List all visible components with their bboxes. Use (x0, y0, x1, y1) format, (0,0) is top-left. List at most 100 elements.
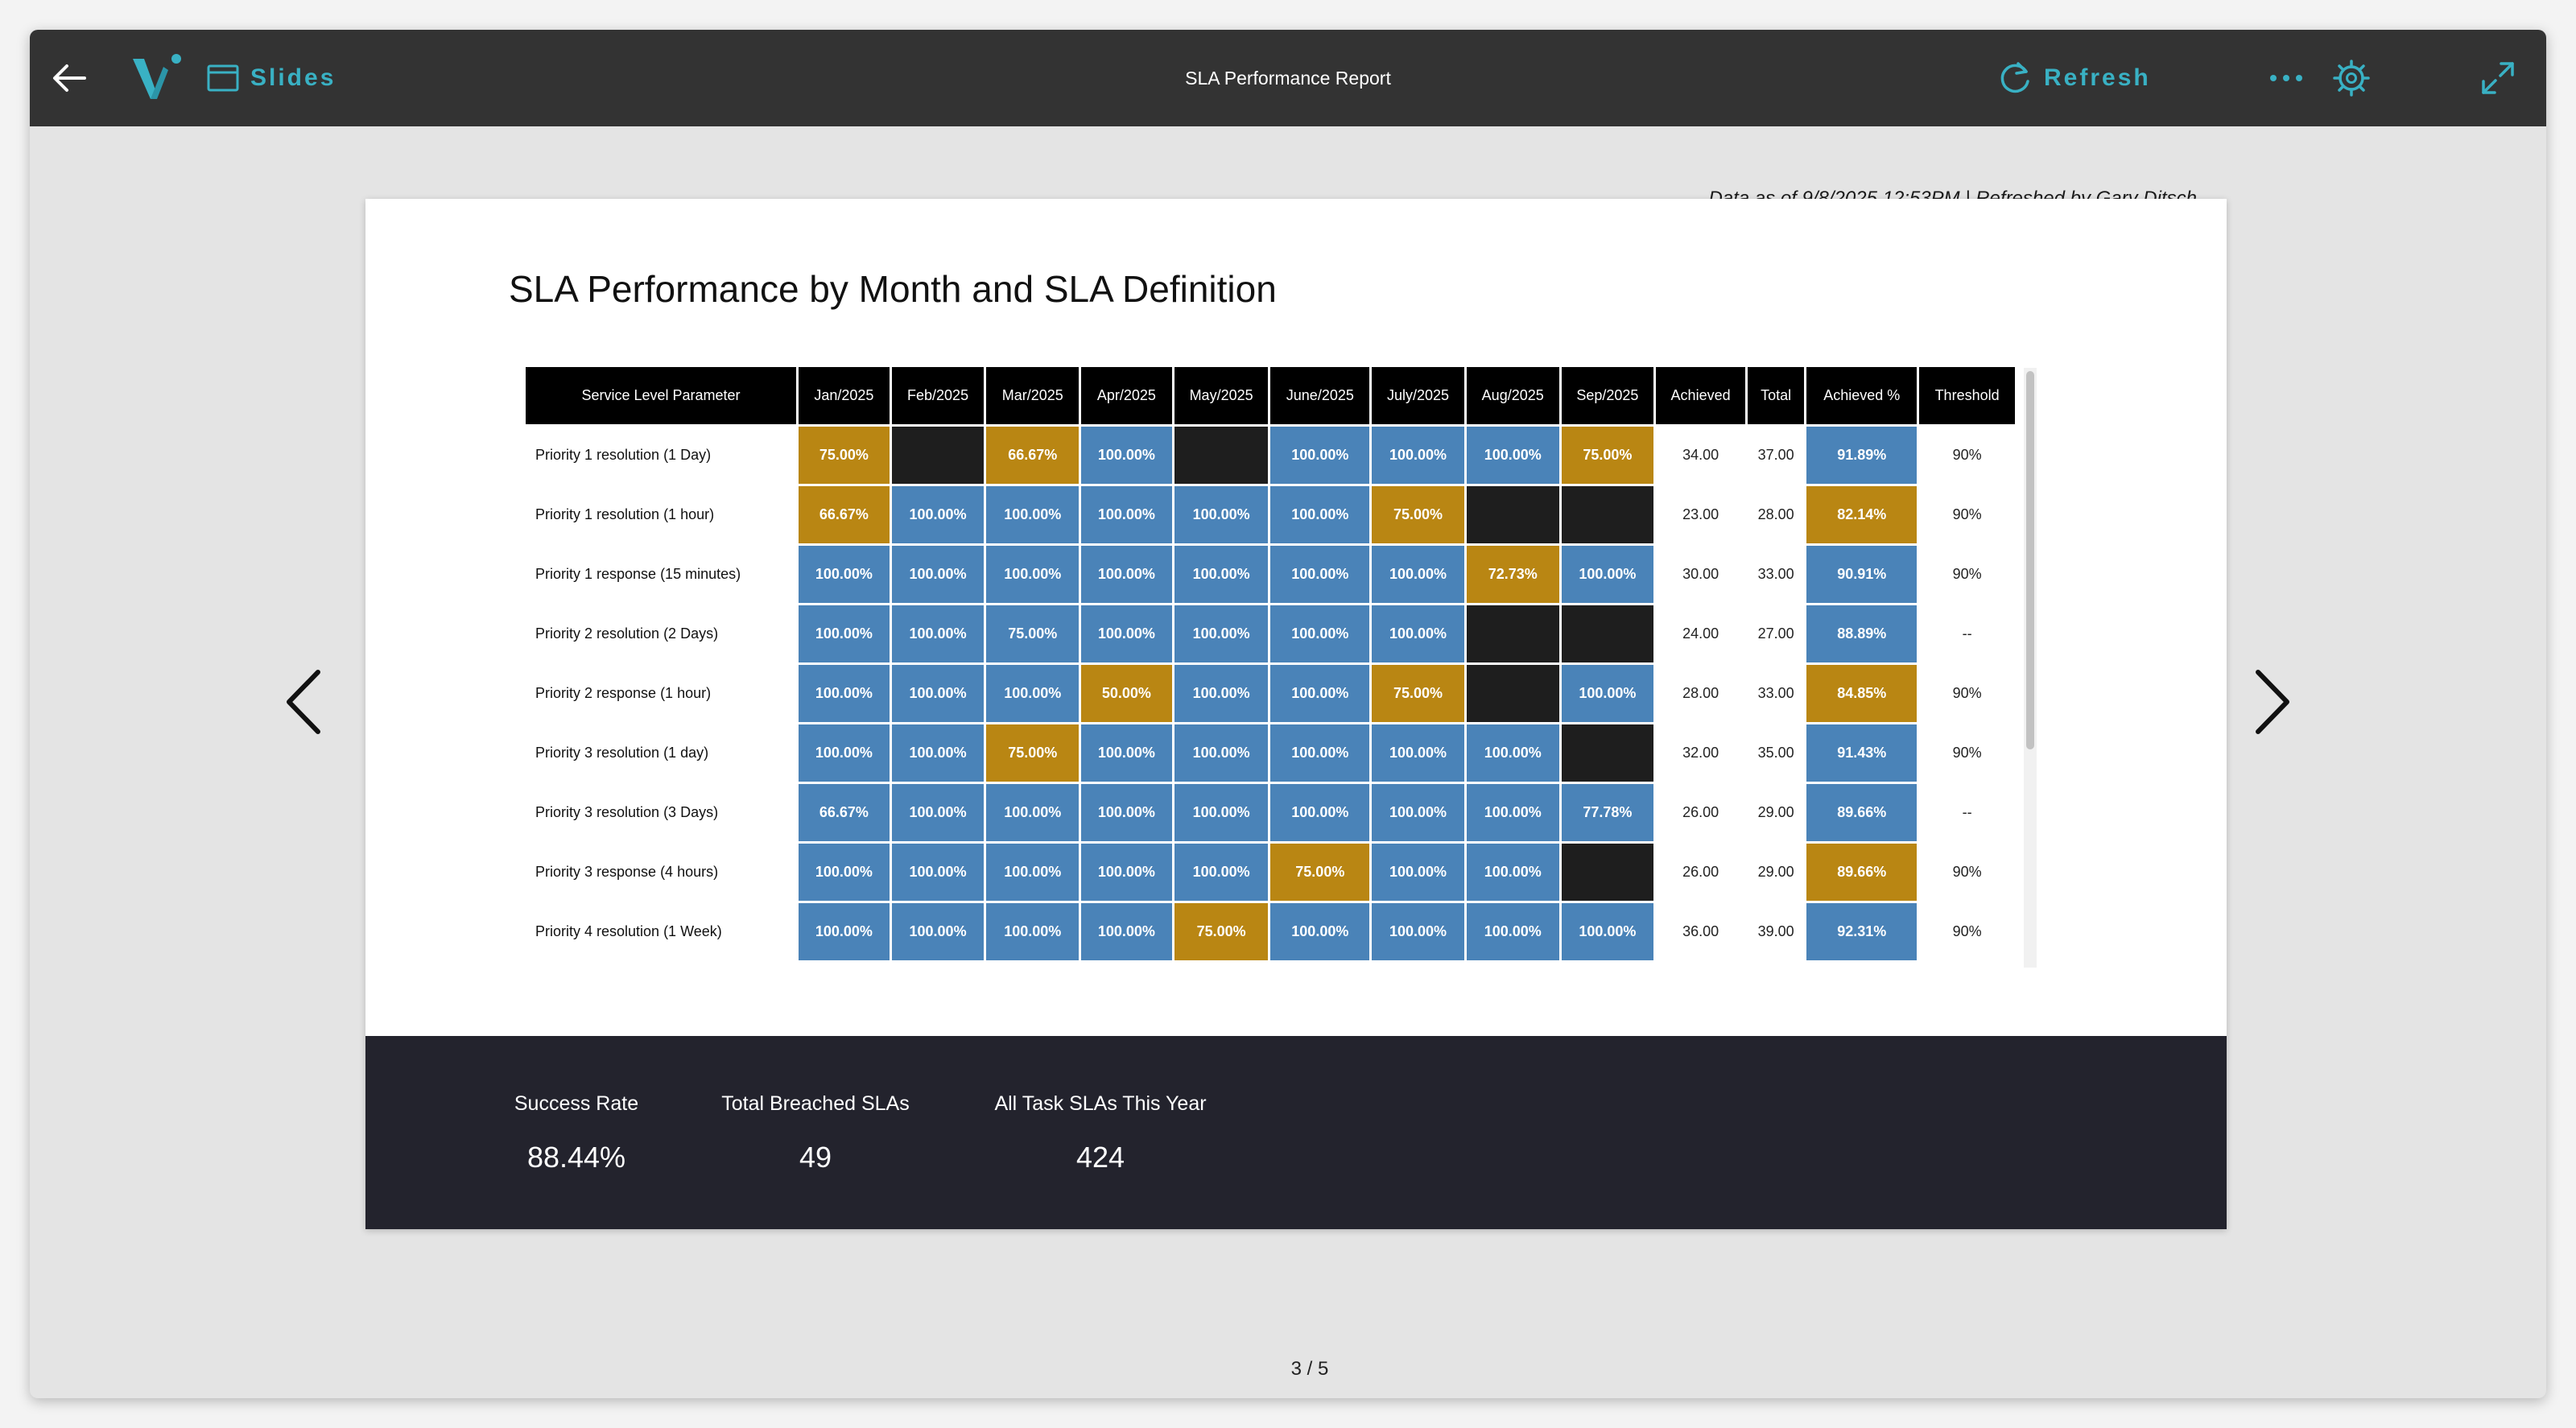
chevron-left-icon (287, 670, 320, 734)
service-level-parameter: Priority 3 resolution (1 day) (535, 745, 709, 761)
month-cell: 100.00% (799, 903, 890, 960)
scrollbar-thumb[interactable] (2026, 371, 2034, 749)
month-cell: 100.00% (891, 486, 985, 543)
column-header: May/2025 (1174, 367, 1269, 424)
kpi-band: Success Rate 88.44% Total Breached SLAs … (365, 1036, 2227, 1229)
month-cell: 100.00% (1466, 844, 1559, 901)
kpi-value: 424 (1075, 1141, 1125, 1174)
month-cell: 100.00% (1372, 605, 1464, 662)
table-row: Priority 1 response (15 minutes) 100.00% 1… (526, 546, 2015, 603)
threshold-cell: -- (1962, 804, 1972, 820)
expand-icon (2482, 62, 2514, 94)
achieved-cell: 23.00 (1682, 506, 1719, 522)
achieved-percent-cell: 82.14% (1806, 486, 1918, 543)
column-header: Total (1747, 367, 1805, 424)
month-cell: 100.00% (986, 486, 1080, 543)
month-cell: 100.00% (1270, 665, 1370, 722)
month-cell: 100.00% (1372, 844, 1464, 901)
table-row: Priority 1 resolution (1 Day) 75.00% 66.67… (526, 427, 2015, 484)
month-cell: 50.00% (1081, 665, 1172, 722)
sla-performance-table: Service Level Parameter Jan/2025 Feb/2025 M… (523, 365, 2017, 963)
column-header: Achieved (1656, 367, 1745, 424)
total-cell: 33.00 (1757, 566, 1794, 582)
more-options-button[interactable] (2266, 59, 2306, 97)
column-header: Apr/2025 (1081, 367, 1172, 424)
refresh-label: Refresh (2044, 64, 2151, 91)
refresh-icon (2000, 62, 2029, 93)
settings-button[interactable] (2330, 57, 2372, 99)
month-cell: 100.00% (1372, 784, 1464, 841)
month-cell: 100.00% (799, 844, 890, 901)
total-cell: 29.00 (1757, 804, 1794, 820)
month-cell: 100.00% (1081, 546, 1172, 603)
threshold-cell: 90% (1952, 923, 1982, 939)
kpi-value: 88.44% (526, 1141, 626, 1174)
month-cell: 75.00% (1561, 427, 1654, 484)
month-cell: 100.00% (891, 724, 985, 782)
threshold-cell: 90% (1952, 447, 1982, 463)
v-logo-icon (133, 54, 181, 99)
service-level-parameter: Priority 1 resolution (1 hour) (535, 506, 715, 522)
month-cell: 100.00% (1081, 486, 1172, 543)
column-header: Mar/2025 (986, 367, 1080, 424)
column-header: June/2025 (1270, 367, 1370, 424)
month-cell: 100.00% (1081, 724, 1172, 782)
kpi-value: 49 (799, 1141, 832, 1174)
table-scrollbar[interactable] (2024, 368, 2037, 968)
month-cell: 100.00% (891, 546, 985, 603)
month-cell: 75.00% (1270, 844, 1370, 901)
kpi-label: Total Breached SLAs (721, 1092, 910, 1115)
month-cell: 77.78% (1561, 784, 1654, 841)
achieved-cell: 26.00 (1682, 864, 1719, 880)
column-header: July/2025 (1372, 367, 1464, 424)
back-button[interactable] (44, 52, 96, 104)
previous-slide-button[interactable] (271, 658, 336, 746)
arrow-left-icon (53, 64, 86, 92)
month-cell: 100.00% (986, 546, 1080, 603)
month-cell: 100.00% (1466, 724, 1559, 782)
month-cell: 100.00% (1270, 605, 1370, 662)
fullscreen-button[interactable] (2477, 57, 2519, 99)
month-cell: 100.00% (1270, 427, 1370, 484)
threshold-cell: 90% (1952, 864, 1982, 880)
slide-title: SLA Performance by Month and SLA Definit… (509, 268, 1277, 310)
service-level-parameter: Priority 4 resolution (1 Week) (535, 923, 722, 939)
next-slide-button[interactable] (2240, 658, 2305, 746)
table-row: Priority 4 resolution (1 Week) 100.00% 100… (526, 903, 2015, 960)
month-cell: 100.00% (1561, 665, 1654, 722)
achieved-percent-cell: 88.89% (1806, 605, 1918, 662)
refresh-button[interactable]: Refresh (1996, 57, 2151, 99)
month-cell: 100.00% (1372, 427, 1464, 484)
slides-label: Slides (250, 64, 336, 91)
month-cell: 100.00% (799, 665, 890, 722)
achieved-cell: 32.00 (1682, 745, 1719, 761)
month-cell (1561, 844, 1654, 901)
top-bar: Slides SLA Performance Report Refresh (30, 30, 2546, 126)
month-cell: 66.67% (986, 427, 1080, 484)
month-cell: 100.00% (799, 605, 890, 662)
month-cell: 100.00% (1081, 903, 1172, 960)
month-cell: 100.00% (799, 724, 890, 782)
achieved-cell: 24.00 (1682, 625, 1719, 642)
achieved-percent-cell: 90.91% (1806, 546, 1918, 603)
total-cell: 27.00 (1757, 625, 1794, 642)
month-cell: 100.00% (1270, 724, 1370, 782)
achieved-percent-cell: 92.31% (1806, 903, 1918, 960)
slides-button[interactable]: Slides (207, 59, 336, 97)
month-cell (1466, 665, 1559, 722)
month-cell: 100.00% (891, 903, 985, 960)
month-cell: 72.73% (1466, 546, 1559, 603)
app-logo (126, 47, 188, 109)
month-cell (891, 427, 985, 484)
total-cell: 29.00 (1757, 864, 1794, 880)
month-cell: 100.00% (1270, 546, 1370, 603)
month-cell: 100.00% (1174, 486, 1269, 543)
service-level-parameter: Priority 2 resolution (2 Days) (535, 625, 719, 642)
month-cell: 66.67% (799, 486, 890, 543)
threshold-cell: -- (1962, 625, 1972, 642)
report-title: SLA Performance Report (1185, 68, 1391, 89)
column-header: Achieved % (1806, 367, 1918, 424)
month-cell: 100.00% (1174, 844, 1269, 901)
month-cell (1561, 605, 1654, 662)
month-cell: 100.00% (1081, 605, 1172, 662)
